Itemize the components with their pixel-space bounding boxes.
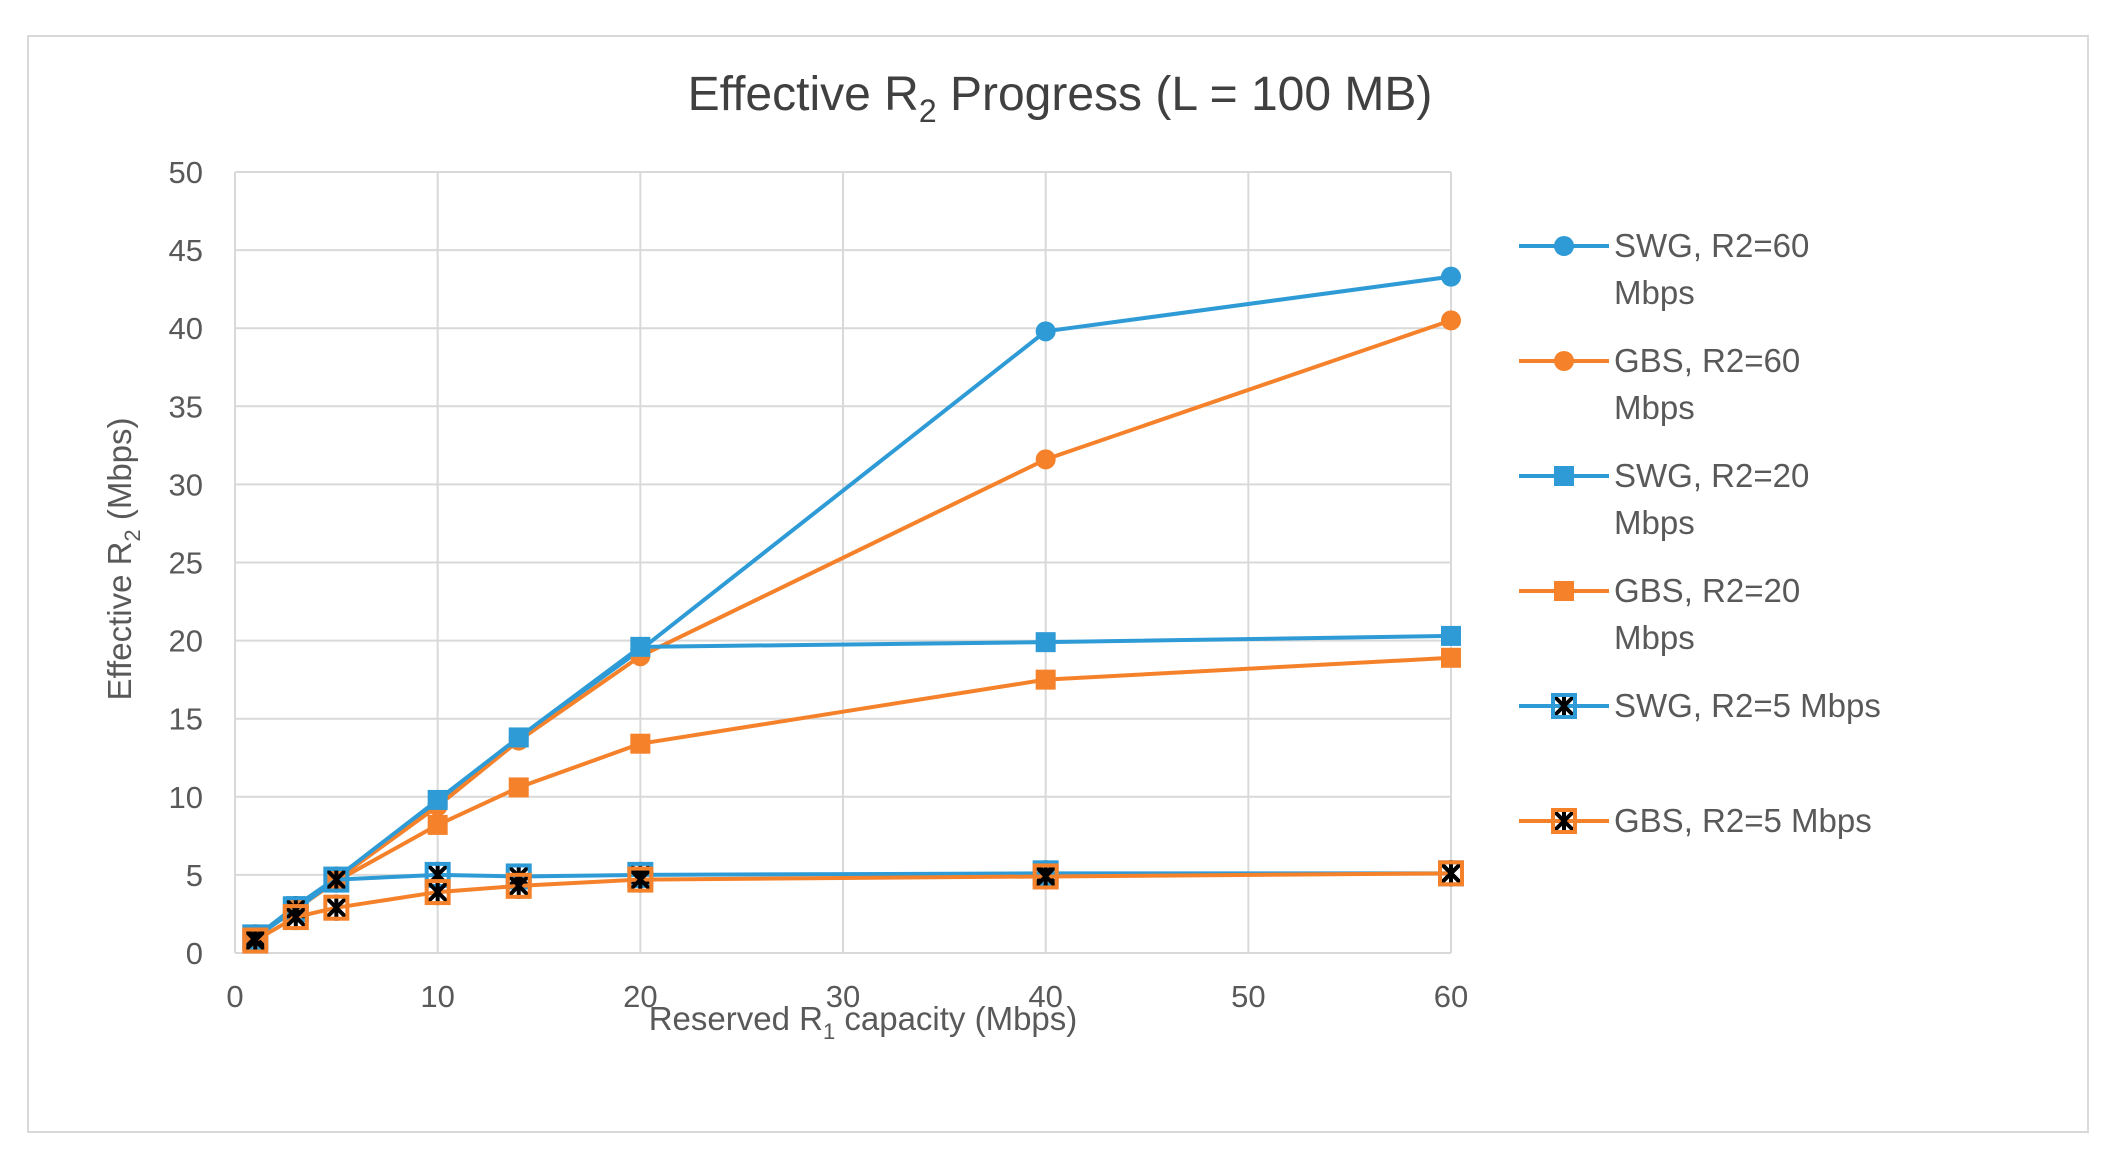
- y-tick-label: 15: [169, 702, 203, 737]
- data-point: [242, 927, 269, 954]
- y-tick-label: 20: [169, 624, 203, 659]
- x-tick-label: 50: [1231, 979, 1265, 1014]
- legend-label: SWG, R2=60: [1614, 227, 1809, 264]
- legend-label: GBS, R2=20: [1614, 572, 1800, 609]
- legend-swatch-marker: [1551, 693, 1577, 719]
- legend-swatch-marker: [1554, 236, 1574, 256]
- data-point: [1441, 266, 1461, 287]
- legend-item: GBS, R2=60 Mbps: [1519, 342, 1800, 426]
- data-point: [1441, 310, 1461, 331]
- data-point: [282, 904, 309, 931]
- legend-swatch-marker: [1554, 466, 1574, 486]
- y-tick-label: 50: [169, 155, 203, 190]
- series-line: [254, 318, 1452, 939]
- data-point: [427, 789, 448, 810]
- gridlines: [234, 171, 1452, 954]
- legend-swatch-marker: [1554, 351, 1574, 371]
- legend-item: GBS, R2=20 Mbps: [1519, 572, 1800, 656]
- data-point: [1035, 669, 1056, 690]
- data-point: [323, 866, 350, 893]
- legend-item: SWG, R2=20 Mbps: [1519, 457, 1809, 541]
- y-tick-label: 45: [169, 233, 203, 268]
- data-point: [505, 872, 532, 899]
- legend-label: Mbps: [1614, 389, 1695, 426]
- legend-label: GBS, R2=60: [1614, 342, 1800, 379]
- data-point: [627, 866, 654, 893]
- legend: SWG, R2=60 Mbps GBS, R2=60 Mbps SWG, R2=20 Mb…: [1519, 227, 1881, 839]
- data-point: [630, 636, 651, 657]
- y-tick-label: 25: [169, 546, 203, 581]
- data-point: [1035, 449, 1056, 470]
- x-tick-label: 40: [1028, 979, 1062, 1014]
- legend-swatch-marker: [1554, 581, 1574, 601]
- data-point: [1032, 863, 1059, 890]
- x-axis-title: Reserved R1 capacity (Mbps): [649, 1000, 1078, 1044]
- legend-label: Mbps: [1614, 504, 1695, 541]
- x-tick-labels: 0 10 20 30 40 50 60: [226, 979, 1468, 1014]
- data-point: [1035, 632, 1056, 653]
- data-point: [1035, 321, 1056, 342]
- legend-label: GBS, R2=5 Mbps: [1614, 802, 1872, 839]
- data-point: [427, 814, 448, 835]
- data-point: [1441, 647, 1461, 668]
- y-axis-title: Effective R2 (Mbps): [101, 417, 145, 700]
- data-point: [508, 727, 529, 748]
- legend-label: Mbps: [1614, 274, 1695, 311]
- data-point: [630, 733, 651, 754]
- legend-item: SWG, R2=60 Mbps: [1519, 227, 1809, 311]
- y-tick-labels: 0 5 10 15 20 25 30 35 40 45 50: [169, 155, 203, 971]
- chart-frame: Effective R2 Progress (L = 100 MB) 0 5 10 1…: [27, 35, 2089, 1133]
- y-tick-label: 35: [169, 389, 203, 424]
- legend-label: SWG, R2=5 Mbps: [1614, 687, 1881, 724]
- chart-title: Effective R2 Progress (L = 100 MB): [688, 68, 1433, 129]
- series-1: [245, 266, 1461, 948]
- data-point: [508, 777, 529, 798]
- x-tick-label: 10: [420, 979, 454, 1014]
- y-tick-label: 10: [169, 780, 203, 815]
- x-tick-label: 30: [826, 979, 860, 1014]
- series-line: [254, 274, 1452, 939]
- series-6: [242, 860, 1464, 954]
- legend-item: SWG, R2=5 Mbps: [1519, 687, 1881, 724]
- legend-label: Mbps: [1614, 619, 1695, 656]
- y-tick-label: 5: [186, 858, 203, 893]
- line-chart: Effective R2 Progress (L = 100 MB) 0 5 10 1…: [101, 68, 1881, 1044]
- x-tick-label: 0: [226, 979, 243, 1014]
- y-tick-label: 0: [186, 936, 203, 971]
- legend-swatch-marker: [1551, 808, 1577, 834]
- data-point: [323, 894, 350, 921]
- data-point: [1441, 625, 1461, 646]
- x-tick-label: 60: [1434, 979, 1468, 1014]
- data-point: [1438, 860, 1464, 887]
- series-group: [242, 266, 1464, 954]
- series-line: [254, 871, 1452, 943]
- y-tick-label: 30: [169, 467, 203, 502]
- y-tick-label: 40: [169, 311, 203, 346]
- legend-item: GBS, R2=5 Mbps: [1519, 802, 1872, 839]
- data-point: [424, 879, 451, 906]
- legend-label: SWG, R2=20: [1614, 457, 1809, 494]
- x-tick-label: 20: [623, 979, 657, 1014]
